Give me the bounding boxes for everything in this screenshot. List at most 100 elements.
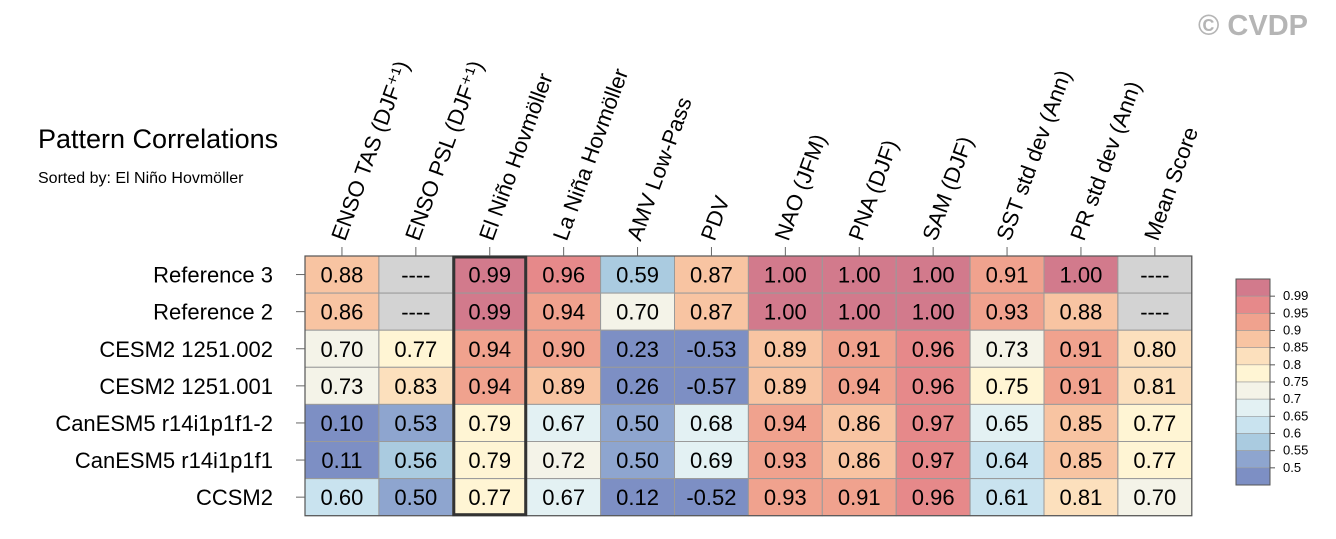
cell-value-label: 1.00	[912, 300, 955, 325]
cell-value-label: 0.72	[542, 448, 585, 473]
heatmap-cell	[747, 366, 823, 405]
heatmap-cell	[821, 403, 897, 442]
heatmap-cell	[1043, 366, 1119, 405]
row-label: CCSM2	[196, 485, 273, 510]
row-label: CanESM5 r14i1p1f1-2	[55, 411, 273, 436]
cell-value-label: 0.77	[1133, 448, 1176, 473]
heatmap-cell	[600, 292, 675, 331]
row-label: Reference 2	[153, 300, 273, 325]
heatmap-cell	[378, 478, 454, 517]
cell-value-label: 0.81	[1133, 374, 1176, 399]
column-label: ENSO PSL (DJF⁺¹)	[400, 57, 488, 243]
column-label: AMV Low-Pass	[622, 94, 697, 244]
cell-value-label: 0.73	[321, 374, 364, 399]
colorbar-label: 0.75	[1283, 374, 1308, 389]
heatmap-cell	[600, 478, 675, 517]
heatmap-cell	[526, 403, 602, 442]
heatmap-cell	[895, 329, 971, 368]
colorbar-label: 0.9	[1283, 323, 1301, 338]
colorbar-label: 0.65	[1283, 408, 1308, 423]
cell-value-label: 0.56	[394, 448, 437, 473]
cell-value-label: ----	[1140, 263, 1169, 288]
colorbar-swatch	[1235, 416, 1271, 434]
cell-value-label: 0.97	[912, 448, 955, 473]
colorbar-swatch	[1235, 364, 1271, 383]
cell-value-label: 0.91	[838, 485, 881, 510]
cell-value-label: 0.96	[912, 374, 955, 399]
cell-value-label: 0.94	[764, 411, 807, 436]
cell-value-label: 0.67	[542, 411, 585, 436]
cell-value-label: 1.00	[764, 300, 807, 325]
column-label: PR std dev (Ann)	[1065, 78, 1146, 244]
heatmap-cell	[526, 441, 602, 480]
heatmap-cell	[1117, 255, 1193, 294]
heatmap-cell	[969, 478, 1045, 517]
cell-value-label: 1.00	[838, 300, 881, 325]
heatmap-cell	[674, 478, 749, 517]
heatmap-cell	[600, 403, 675, 442]
sort-column-highlight	[452, 255, 528, 517]
cell-value-label: 0.89	[764, 374, 807, 399]
cell-value-label: 0.10	[321, 411, 364, 436]
cell-value-label: 0.90	[542, 337, 585, 362]
heatmap-cell	[969, 366, 1045, 405]
heatmap-cell	[600, 366, 675, 405]
column-label: ENSO TAS (DJF⁺¹)	[326, 57, 414, 243]
cell-value-label: 0.94	[542, 300, 585, 325]
cell-value-label: 0.77	[394, 337, 437, 362]
cell-value-label: 0.86	[321, 300, 364, 325]
heatmap-cell	[821, 441, 897, 480]
cell-value-label: 0.88	[1060, 300, 1103, 325]
cell-value-label: 0.65	[986, 411, 1029, 436]
row-label: Reference 3	[153, 263, 273, 288]
heatmap-cell	[600, 441, 675, 480]
heatmap-cell	[378, 441, 454, 480]
heatmap-cell	[304, 441, 380, 480]
colorbar-label: 0.8	[1283, 357, 1301, 372]
cell-value-label: 1.00	[764, 263, 807, 288]
colorbar-label: 0.99	[1283, 288, 1308, 303]
colorbar-swatch	[1235, 433, 1271, 451]
cell-value-label: 1.00	[1060, 263, 1103, 288]
cell-value-label: 0.68	[690, 411, 733, 436]
cell-value-label: 0.94	[468, 337, 511, 362]
cvdp-watermark: © CVDP	[1198, 10, 1308, 42]
colorbar-label: 0.5	[1283, 460, 1301, 475]
cell-value-label: 0.94	[468, 374, 511, 399]
cell-value-label: 0.50	[394, 485, 437, 510]
heatmap-cell	[674, 366, 749, 405]
cell-value-label: 0.89	[542, 374, 585, 399]
column-label: SST std dev (Ann)	[991, 67, 1076, 244]
cell-value-label: 0.85	[1060, 448, 1103, 473]
colorbar-swatch	[1235, 295, 1271, 314]
colorbar-swatch	[1235, 398, 1271, 417]
cell-value-label: 0.80	[1133, 337, 1176, 362]
colorbar-swatch	[1235, 330, 1271, 348]
heatmap-cell	[969, 403, 1045, 442]
cell-value-label: 0.26	[616, 374, 659, 399]
heatmap-cell	[378, 366, 454, 405]
cell-value-label: -0.57	[686, 374, 736, 399]
cell-value-label: 0.99	[468, 263, 511, 288]
colorbar-swatch	[1235, 450, 1271, 469]
cell-value-label: 0.91	[1060, 374, 1103, 399]
cell-value-label: 0.83	[394, 374, 437, 399]
cell-value-label: 0.99	[468, 300, 511, 325]
cell-value-label: 0.75	[986, 374, 1029, 399]
cell-value-label: 0.11	[321, 448, 362, 473]
heatmap-cell	[895, 292, 971, 331]
cell-value-label: 0.93	[986, 300, 1029, 325]
heatmap-cell	[526, 329, 602, 368]
colorbar-swatch	[1235, 313, 1271, 331]
cell-value-label: 0.70	[616, 300, 659, 325]
heatmap-cell	[674, 441, 749, 480]
heatmap-cell	[304, 329, 380, 368]
cell-value-label: 0.96	[542, 263, 585, 288]
cell-value-label: -0.52	[686, 485, 736, 510]
cell-value-label: 0.91	[838, 337, 881, 362]
cell-value-label: 0.91	[1060, 337, 1103, 362]
cell-value-label: 0.93	[764, 485, 807, 510]
heatmap-cell	[674, 292, 749, 331]
